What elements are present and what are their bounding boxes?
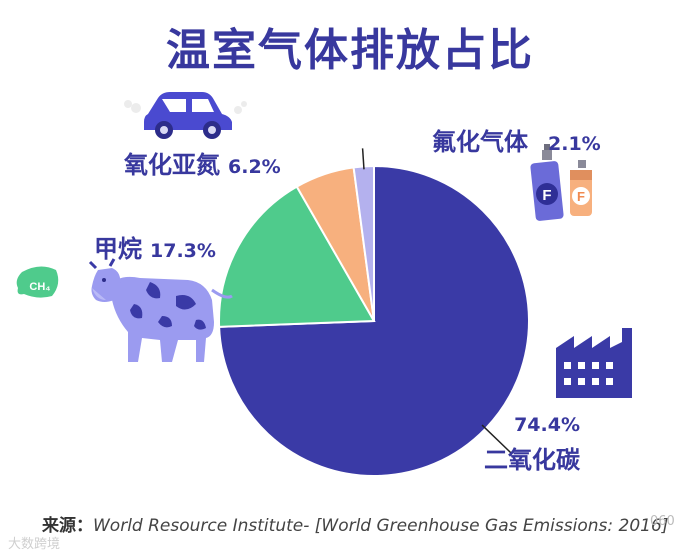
leader-lines — [361, 148, 513, 455]
leader-line-fluorinated — [361, 148, 365, 170]
slice-label-co2: 74.4% 二氧化碳 — [484, 414, 580, 474]
slice-label-nitrous-oxide: 氧化亚氮 6.2% — [124, 151, 281, 179]
slice-methane — [218, 185, 376, 328]
cow-icon: CH₄ — [16, 258, 233, 362]
chart-title: 温室气体排放占比 — [166, 25, 534, 76]
factory-icon — [556, 328, 632, 398]
source-label: 来源： — [42, 516, 93, 536]
svg-text:F: F — [542, 187, 551, 204]
source-text: World Resource Institute- [World Greenho… — [93, 516, 669, 536]
pie-slices — [218, 164, 530, 477]
slice-label-methane: 甲烷 17.3% — [94, 235, 216, 263]
svg-text:CH₄: CH₄ — [29, 281, 50, 293]
car-icon — [124, 92, 247, 139]
slice-label-fluorinated: 氟化气体 2.1% — [432, 128, 601, 156]
leader-line-co2 — [481, 424, 513, 455]
watermark: 大数跨境 — [8, 537, 61, 552]
spray-can-icon: F F — [530, 144, 592, 221]
source-note: 来源：World Resource Institute- [World Gree… — [42, 511, 668, 536]
svg-text:F: F — [577, 189, 585, 204]
watermark-right: 060 — [650, 514, 675, 529]
